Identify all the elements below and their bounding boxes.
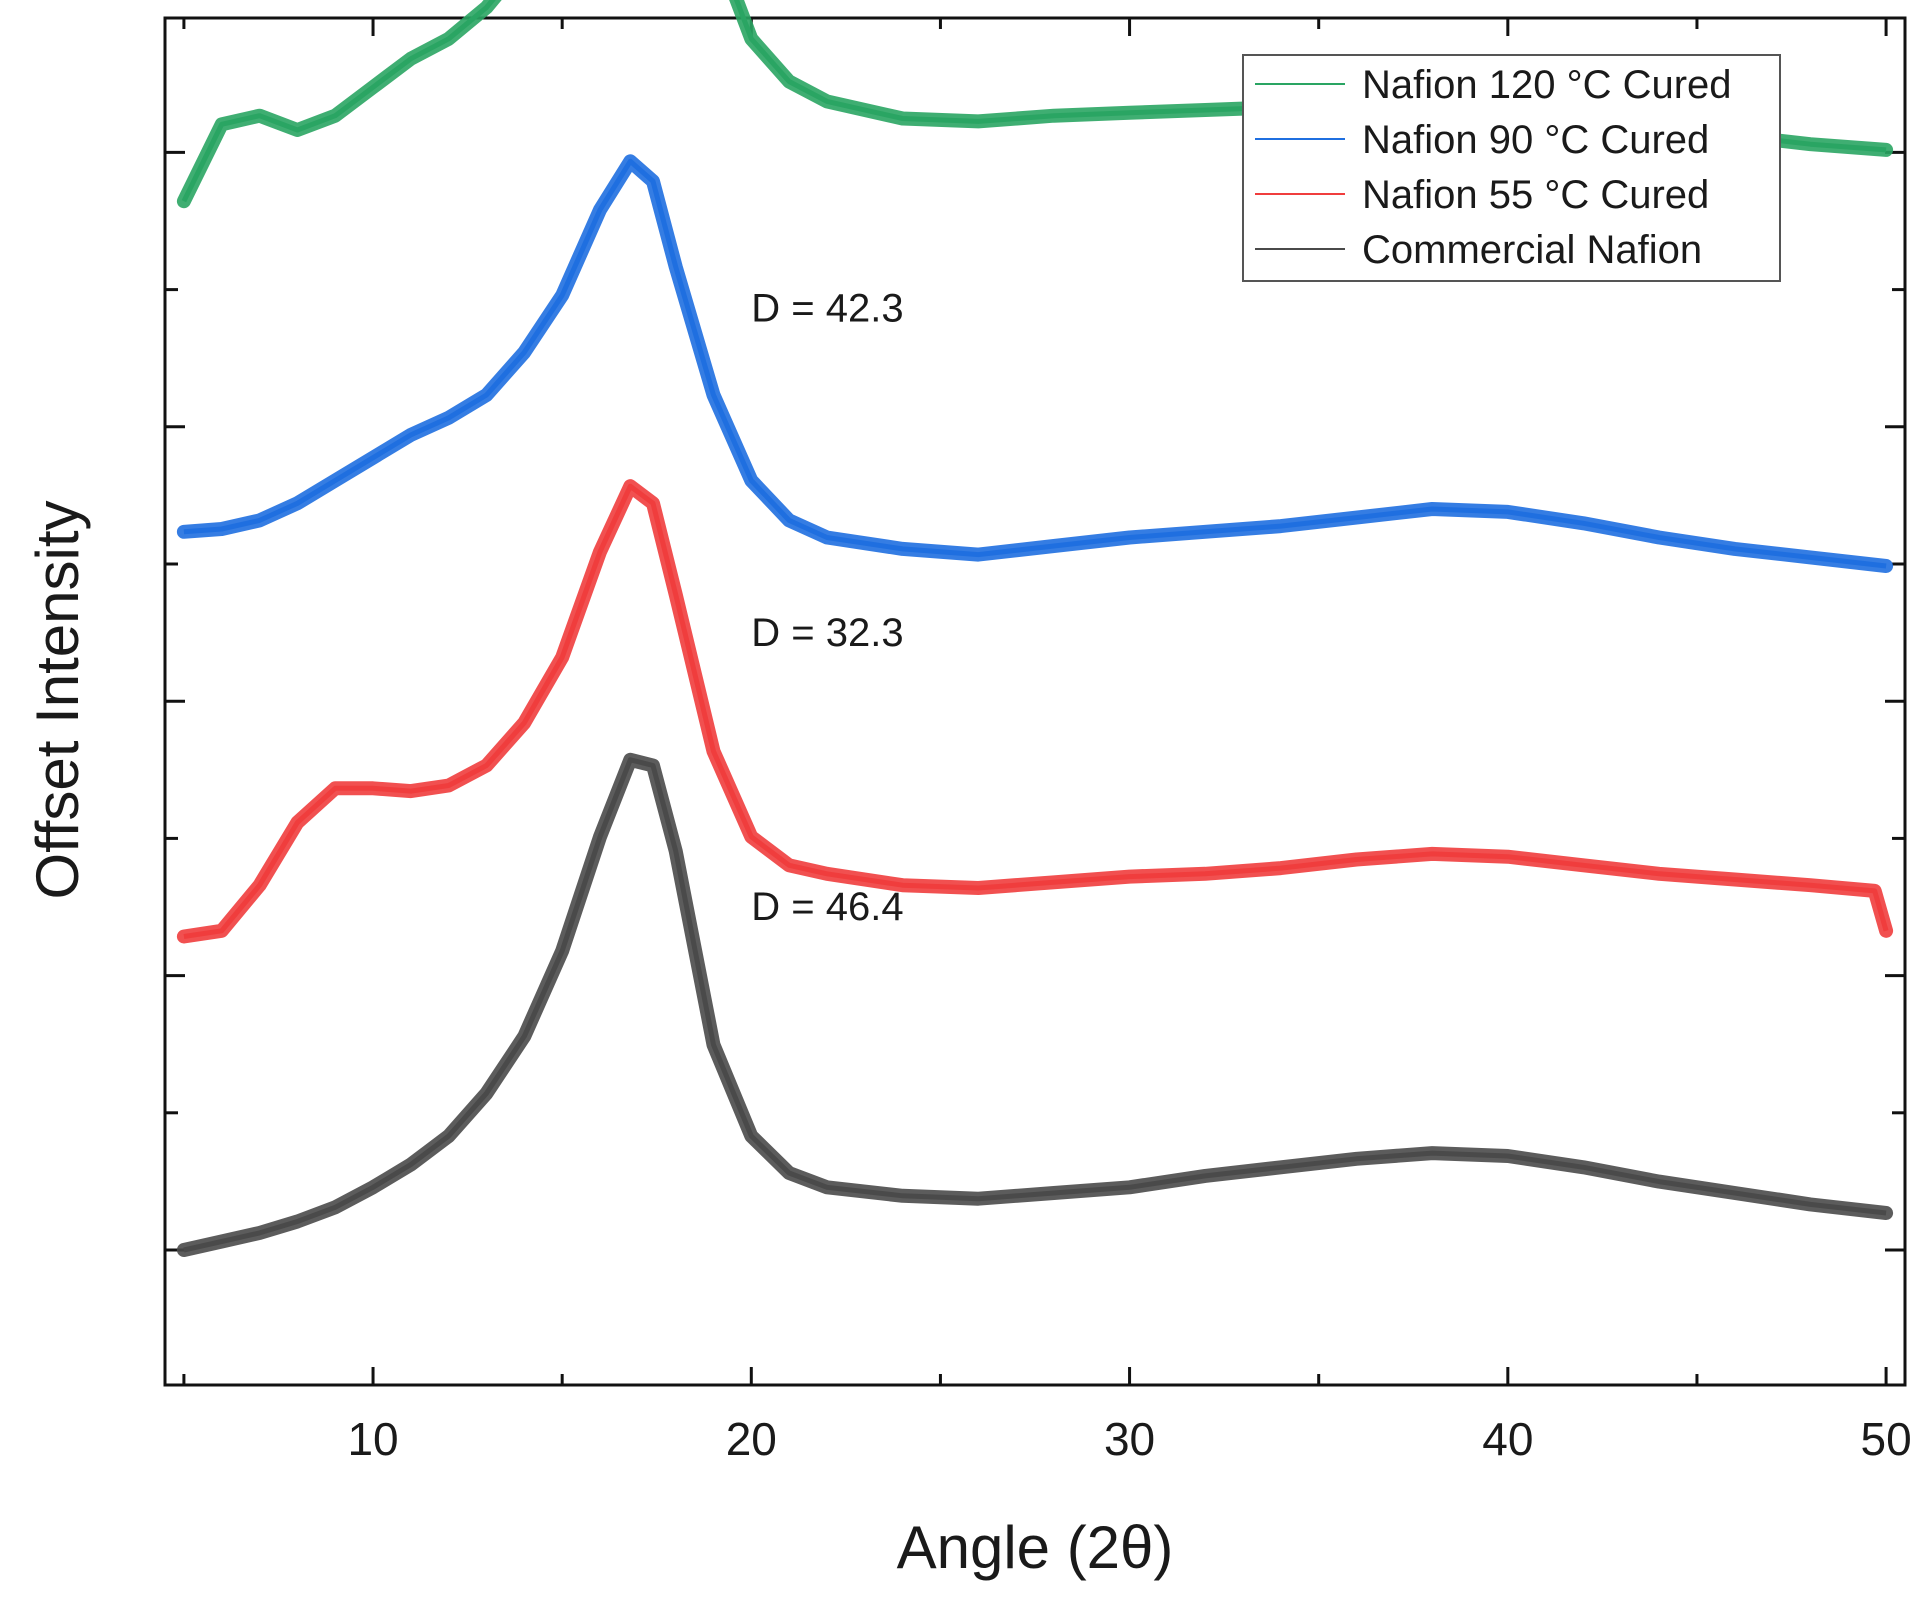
- x-axis-ticks: 10 20 30 40 50: [182, 18, 1912, 1465]
- legend-items: Nafion 120 °C Cured Nafion 90 °C Cured Naf…: [1255, 63, 1732, 272]
- legend-label: Nafion 120 °C Cured: [1362, 63, 1732, 107]
- legend-label: Nafion 90 °C Cured: [1362, 118, 1709, 162]
- annotation-d-value: D = 42.3: [751, 286, 903, 330]
- x-tick-label: 50: [1861, 1413, 1912, 1465]
- series-line-core-4: [183, 757, 1887, 1253]
- x-tick-label: 20: [726, 1413, 777, 1465]
- x-tick-label: 30: [1104, 1413, 1155, 1465]
- annotation-d-value: D = 46.4: [751, 885, 903, 929]
- series-line-core-2: [183, 158, 1887, 569]
- x-axis-title: Angle (2θ): [897, 1514, 1174, 1581]
- y-axis-ticks: [165, 150, 1905, 1252]
- x-tick-label: 40: [1482, 1413, 1533, 1465]
- annotation-layer: D = 47.8D = 42.3D = 32.3D = 46.4: [751, 286, 903, 929]
- annotation-d-value: D = 32.3: [751, 611, 903, 655]
- x-tick-label: 10: [347, 1413, 398, 1465]
- y-axis-title: Offset Intensity: [24, 500, 91, 899]
- legend-label: Commercial Nafion: [1362, 228, 1702, 272]
- legend-label: Nafion 55 °C Cured: [1362, 173, 1709, 217]
- series-line-core-3: [183, 483, 1889, 939]
- legend: Nafion 120 °C Cured Nafion 90 °C Cured Naf…: [1242, 54, 1781, 282]
- legend-box: [1242, 54, 1781, 282]
